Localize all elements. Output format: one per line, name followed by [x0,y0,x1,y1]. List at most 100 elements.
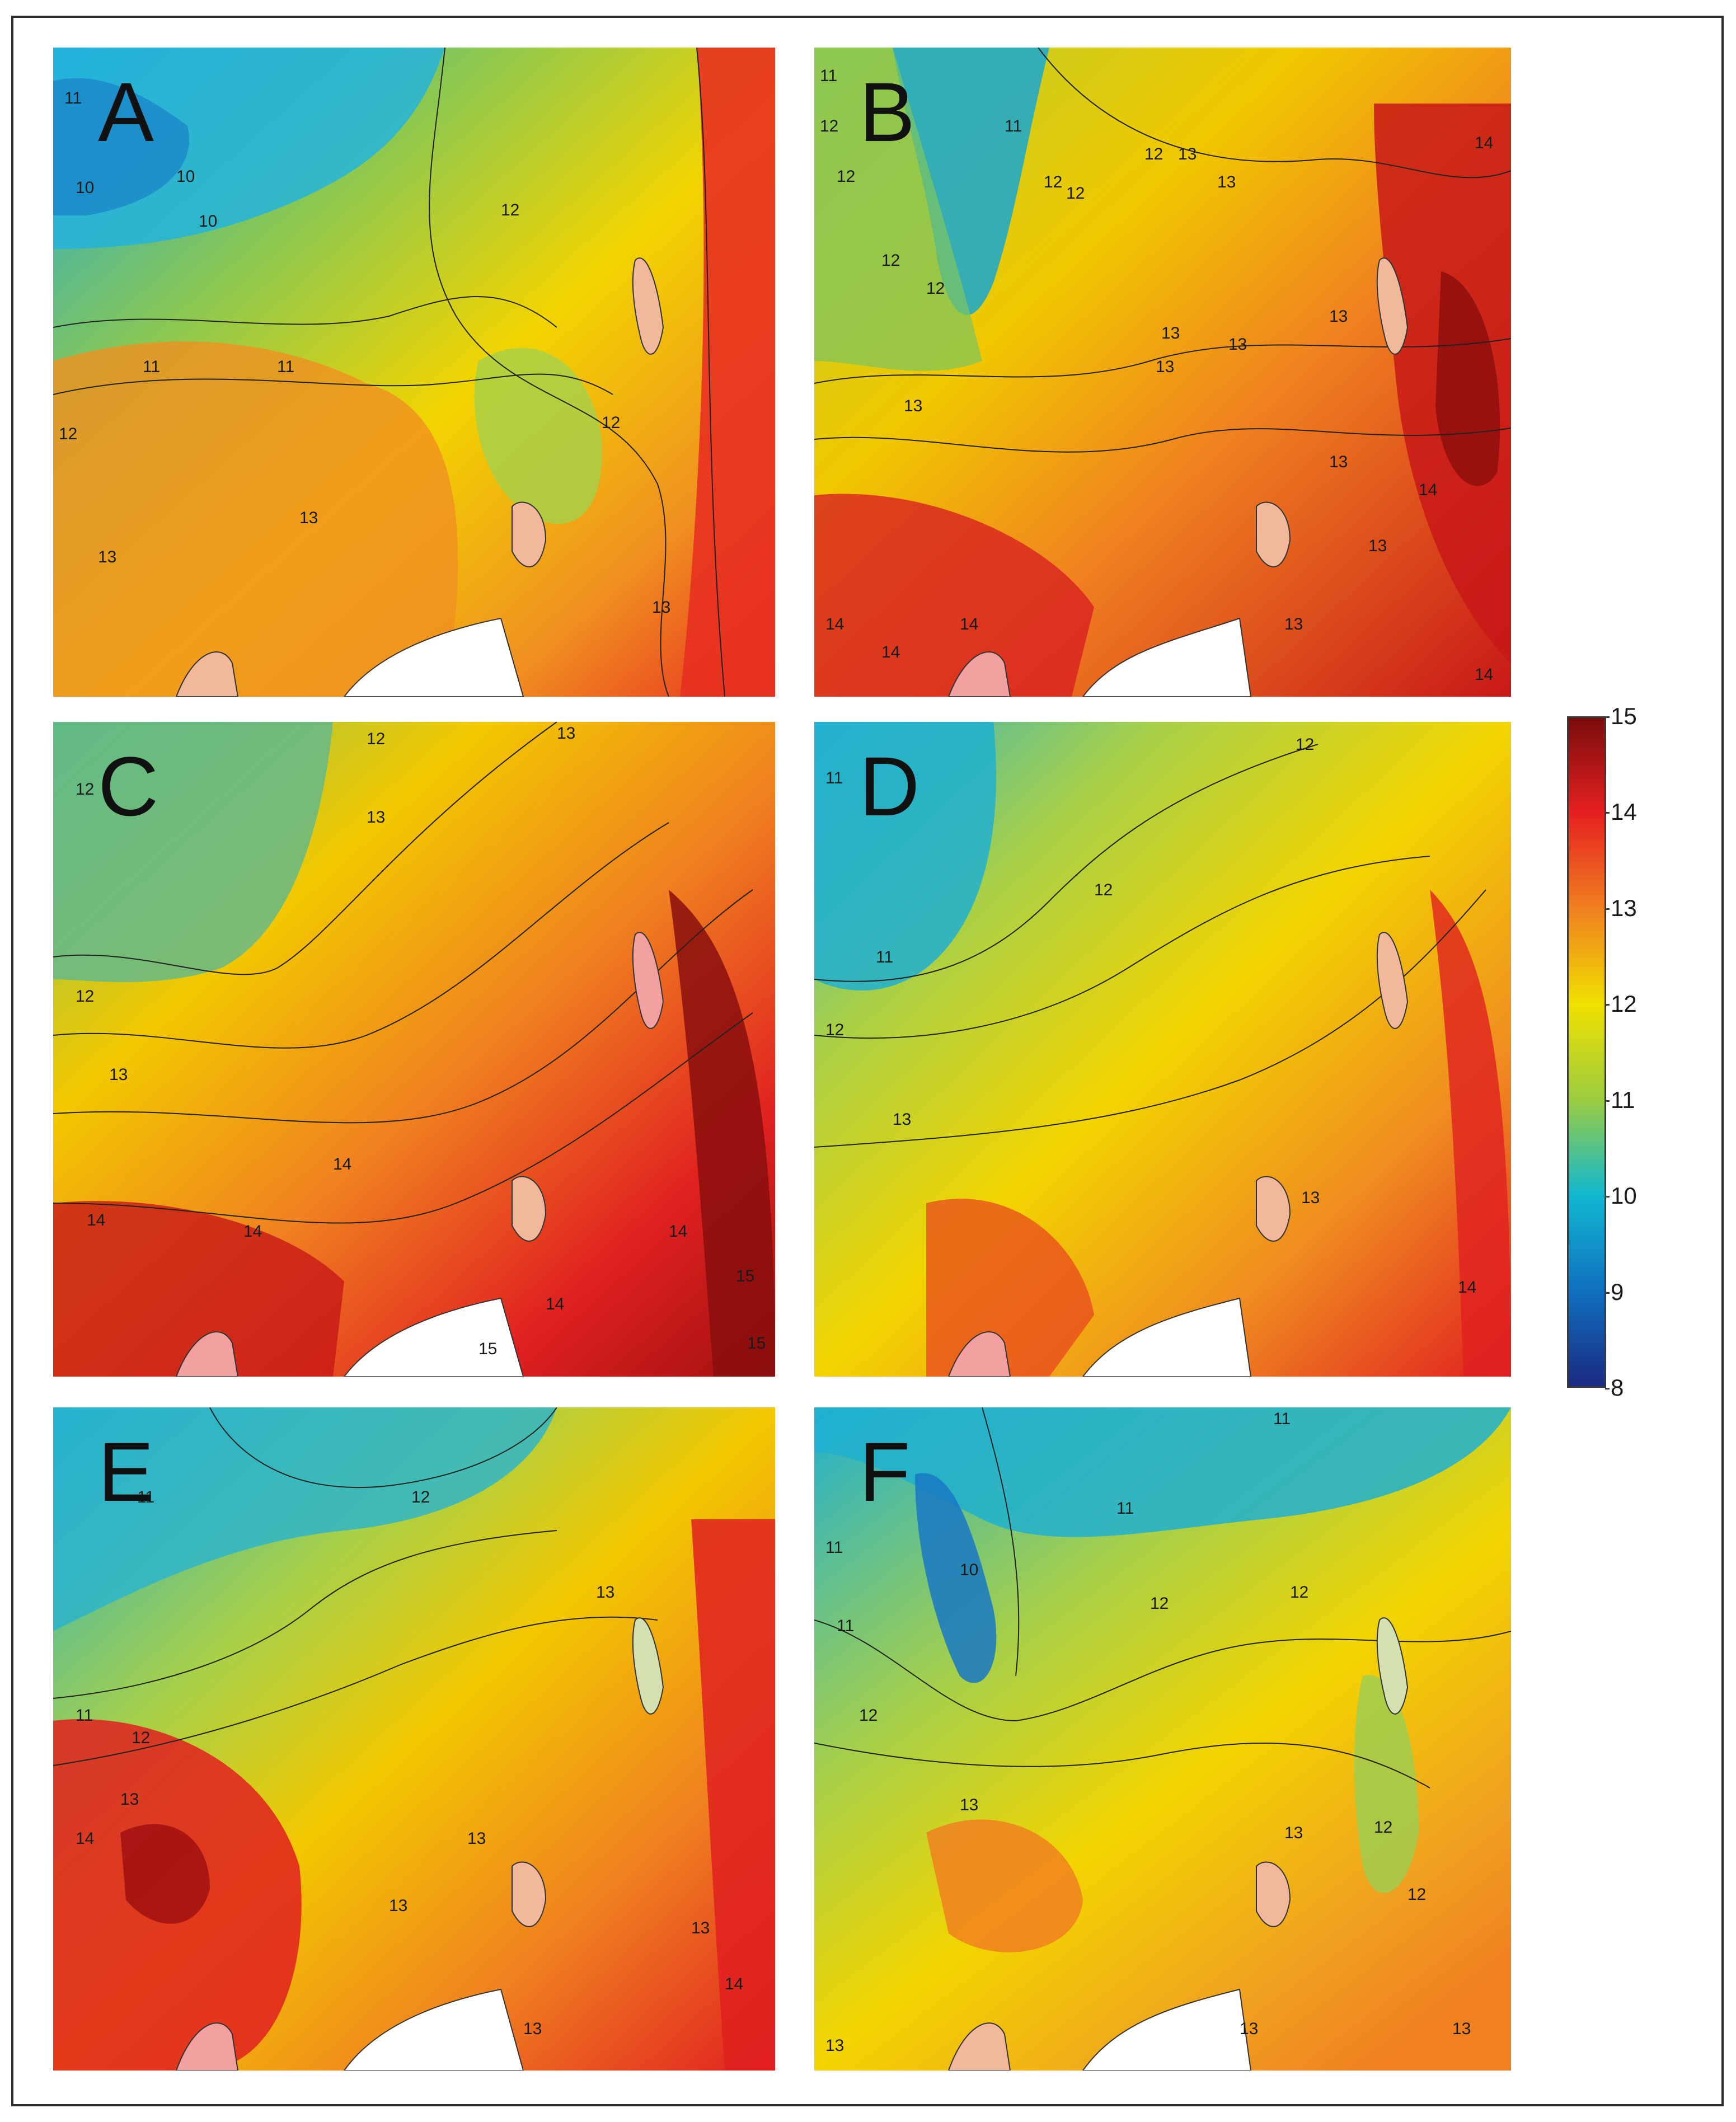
contour-label: 13 [1217,173,1236,191]
contour-label: 14 [87,1211,105,1229]
contour-label: 11 [837,1617,854,1635]
contour-label: 14 [1458,1278,1476,1297]
contour-label: 13 [299,509,318,527]
colorbar-tick-11: 11 [1605,1086,1635,1113]
panel-c-sst-field: 12 13 12 13 12 13 14 14 14 14 14 15 15 1… [53,722,775,1377]
contour-label: 13 [523,2020,542,2038]
panel-d-contour-labels: 11 12 12 11 12 13 13 14 [825,735,1476,1297]
panel-d-sst-field: 11 12 12 11 12 13 13 14 [814,722,1511,1377]
panel-e-letter: E [98,1425,154,1519]
contour-label: 12 [1296,735,1314,754]
contour-label: 13 [1329,307,1348,326]
contour-label: 14 [881,643,900,661]
panel-c-map: 12 13 12 13 12 13 14 14 14 14 14 15 15 1… [53,722,775,1377]
panel-a-sst-field: 11 10 10 10 12 11 11 12 12 13 13 13 [53,48,775,697]
contour-label: 11 [1116,1499,1134,1518]
contour-label: 11 [76,1706,93,1725]
contour-label: 13 [893,1110,911,1129]
contour-label: 14 [1475,665,1493,684]
contour-label: 10 [176,167,195,186]
contour-label: 13 [1284,615,1303,633]
contour-label: 11 [64,89,82,107]
contour-label: 12 [881,251,900,270]
contour-label: 12 [602,414,620,432]
panel-f-contour-labels: 11 11 10 11 11 12 12 12 13 13 12 12 13 1… [825,1410,1471,2055]
panel-b-contour-labels: 11 12 12 11 12 12 12 13 13 14 12 12 13 1… [820,67,1493,684]
contour-label: 11 [825,1538,843,1557]
contour-label: 13 [825,2036,844,2055]
contour-label: 13 [1368,537,1387,555]
contour-label: 13 [904,397,922,415]
panel-e-sst-field: 11 12 13 11 12 13 14 13 13 13 13 14 [53,1407,775,2071]
panel-f-letter: F [859,1425,911,1519]
panel-a-map: 11 10 10 10 12 11 11 12 12 13 13 13 A [53,48,775,697]
panel-d-letter: D [859,739,920,833]
panel-b-sst-field: 11 12 12 11 12 12 12 13 13 14 12 12 13 1… [814,48,1511,697]
contour-label: 14 [1475,134,1493,152]
colorbar-tick-9: 9 [1604,1278,1624,1305]
contour-label: 12 [501,201,519,219]
contour-label: 12 [1044,173,1062,191]
contour-label: 11 [277,358,294,376]
contour-label: 11 [820,67,837,85]
contour-label: 11 [1273,1410,1291,1428]
contour-label: 12 [837,167,855,186]
contour-label: 13 [1452,2020,1471,2038]
colorbar-tick-13: 13 [1605,894,1637,921]
contour-label: 14 [76,1829,94,1848]
contour-label: 12 [859,1706,878,1725]
contour-label: 12 [1144,145,1163,163]
temperature-colorbar [1567,716,1606,1388]
contour-label: 12 [76,780,94,799]
contour-label: 11 [143,358,160,376]
panel-d-map: 11 12 12 11 12 13 13 14 D [814,722,1511,1377]
contour-label: 14 [1419,481,1437,499]
panel-b-map: 11 12 12 11 12 12 12 13 13 14 12 12 13 1… [814,48,1511,697]
contour-label: 13 [1240,2020,1258,2038]
contour-label: 13 [1161,324,1180,342]
contour-label: 13 [1156,358,1174,376]
contour-label: 13 [652,598,670,617]
contour-label: 15 [747,1334,766,1353]
contour-label: 13 [1301,1189,1320,1207]
contour-label: 12 [825,1021,844,1039]
colorbar-tick-12: 12 [1605,990,1637,1017]
contour-label: 12 [59,425,77,443]
contour-label: 14 [243,1222,262,1241]
colorbar-tick-8: 8 [1604,1374,1624,1401]
contour-label: 13 [596,1583,614,1602]
contour-label: 12 [1290,1583,1308,1602]
contour-label: 10 [960,1561,978,1579]
contour-label: 12 [1094,881,1113,899]
panel-c-contour-labels: 12 13 12 13 12 13 14 14 14 14 14 15 15 1… [76,724,766,1358]
contour-label: 14 [546,1295,564,1313]
panel-e-map: 11 12 13 11 12 13 14 13 13 13 13 14 E [53,1407,775,2071]
contour-label: 12 [132,1729,150,1747]
contour-label: 11 [137,1488,154,1506]
colorbar-tick-labels: 15 14 13 12 11 10 9 8 [1604,705,1678,1400]
contour-label: 11 [876,948,893,966]
contour-label: 12 [820,117,838,135]
colorbar-tick-10: 10 [1605,1182,1637,1209]
contour-label: 15 [736,1267,754,1285]
contour-label: 14 [825,615,844,633]
panel-a-contour-labels: 11 10 10 10 12 11 11 12 12 13 13 13 [59,89,670,617]
contour-label: 12 [1407,1885,1426,1904]
panel-b-letter: B [859,65,916,159]
panel-e-contour-labels: 11 12 13 11 12 13 14 13 13 13 13 14 [76,1488,743,2038]
panel-f-map: 11 11 10 11 11 12 12 12 13 13 12 12 13 1… [814,1407,1511,2071]
contour-label: 13 [691,1919,710,1937]
contour-label: 13 [1178,145,1197,163]
contour-label: 12 [411,1488,430,1506]
contour-label: 13 [120,1790,139,1809]
contour-label: 12 [367,730,385,748]
contour-label: 14 [960,615,978,633]
contour-label: 14 [725,1975,743,1993]
contour-label: 13 [1329,453,1348,471]
contour-label: 10 [199,212,217,231]
contour-label: 13 [960,1796,978,1814]
contour-label: 12 [1374,1818,1392,1837]
contour-label: 12 [926,279,945,298]
colorbar-tick-15: 15 [1605,703,1637,729]
contour-label: 14 [333,1155,351,1173]
